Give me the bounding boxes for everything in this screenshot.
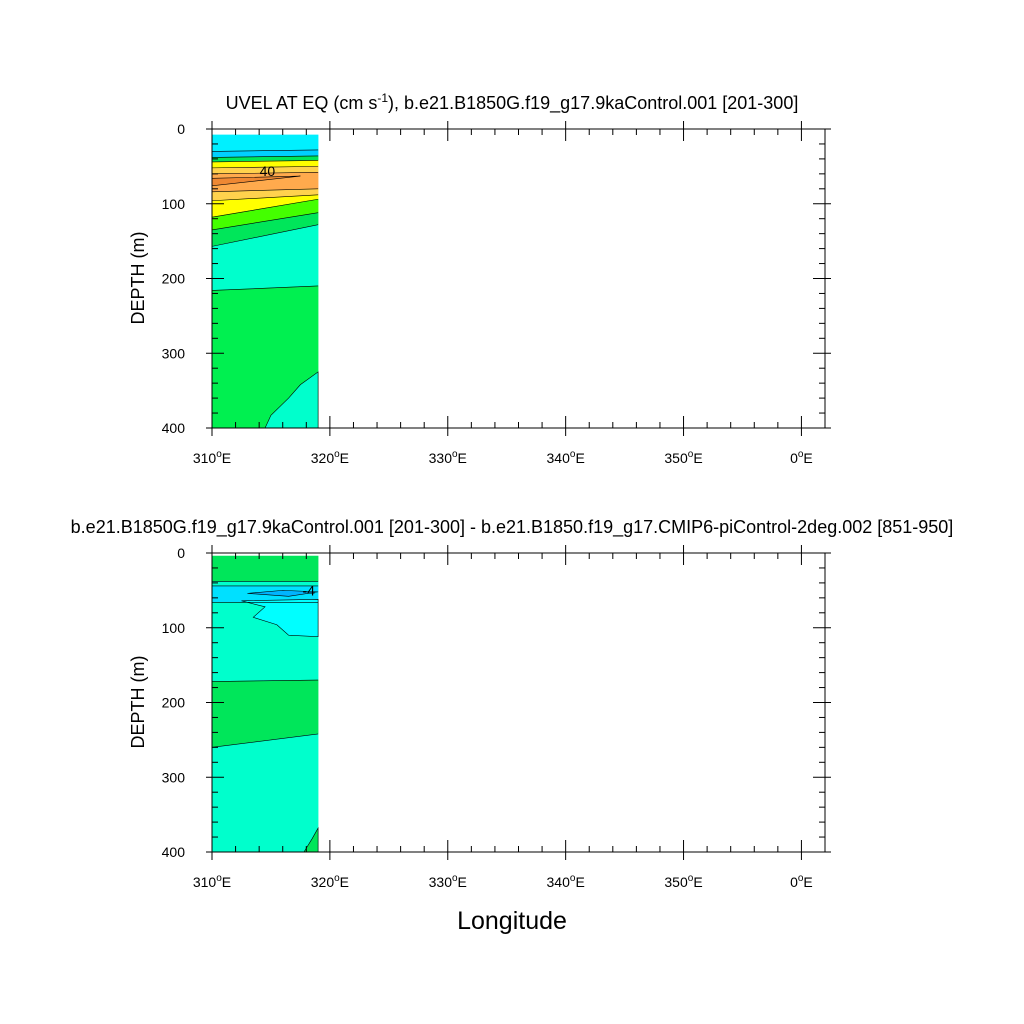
x-tick-label: 310oE (193, 873, 231, 890)
contour-line (211, 160, 319, 163)
y-tick-label: 300 (162, 769, 186, 785)
x-tick-label: 310oE (193, 449, 231, 466)
contour-fill (211, 555, 319, 853)
contour-line (211, 285, 319, 291)
y-axis-label: DEPTH (m) (128, 232, 148, 325)
contour-line (211, 166, 319, 169)
y-tick-label: 100 (162, 196, 186, 212)
y-tick-label: 200 (162, 695, 186, 711)
contour-line (211, 188, 319, 193)
contour-region (247, 590, 319, 597)
uvel-panel: UVEL AT EQ (cm s-1), b.e21.B1850G.f19_g1… (128, 91, 831, 466)
contour-line (211, 224, 319, 247)
contour-line (211, 194, 319, 202)
contour-line (211, 149, 319, 152)
contour-line (211, 679, 319, 682)
x-tick-label: 0oE (790, 449, 813, 466)
contour-band (211, 555, 319, 582)
contour-line (211, 198, 319, 218)
y-tick-label: 0 (177, 121, 185, 137)
chart-title: b.e21.B1850G.f19_g17.9kaControl.001 [201… (71, 517, 954, 538)
y-tick-label: 100 (162, 620, 186, 636)
tick-labels: 310oE 320oE 330oE 340oE 350oE 0oE 0 100 200 300 40… (162, 545, 813, 890)
y-tick-label: 0 (177, 545, 185, 561)
x-tick-label: 350oE (664, 873, 702, 890)
x-tick-label: 0oE (790, 873, 813, 890)
contour-line (211, 172, 319, 175)
y-tick-label: 400 (162, 844, 186, 860)
contour-labels: -4 (302, 582, 315, 598)
y-tick-label: 300 (162, 345, 186, 361)
contour-label: -4 (302, 582, 315, 598)
y-tick-label: 400 (162, 420, 186, 436)
x-tick-label: 320oE (311, 449, 349, 466)
contour-band (211, 134, 319, 152)
axis-ticks (206, 121, 831, 436)
y-tick-label: 200 (162, 271, 186, 287)
contour-line (211, 155, 319, 158)
axis-ticks (206, 545, 831, 860)
y-axis-label: DEPTH (m) (128, 656, 148, 749)
contour-lines (211, 581, 319, 748)
chart-title: UVEL AT EQ (cm s-1), b.e21.B1850G.f19_g1… (226, 91, 799, 114)
tick-labels: 310oE 320oE 330oE 340oE 350oE 0oE 0 100 200 300 40… (162, 121, 813, 466)
x-tick-label: 330oE (429, 449, 467, 466)
x-axis-label: Longitude (457, 907, 567, 935)
contour-labels: 40 (260, 163, 276, 179)
difference-panel: b.e21.B1850G.f19_g17.9kaControl.001 [201… (71, 517, 954, 935)
x-tick-label: 320oE (311, 873, 349, 890)
x-tick-label: 330oE (429, 873, 467, 890)
x-tick-label: 340oE (547, 449, 585, 466)
contour-region (241, 599, 319, 638)
contour-lines (211, 149, 319, 291)
contour-line (211, 733, 319, 748)
x-tick-label: 350oE (664, 449, 702, 466)
contour-fill (211, 134, 319, 429)
x-tick-label: 340oE (547, 873, 585, 890)
contour-line (211, 212, 319, 231)
contour-label: 40 (260, 163, 276, 179)
contour-band (211, 733, 319, 853)
